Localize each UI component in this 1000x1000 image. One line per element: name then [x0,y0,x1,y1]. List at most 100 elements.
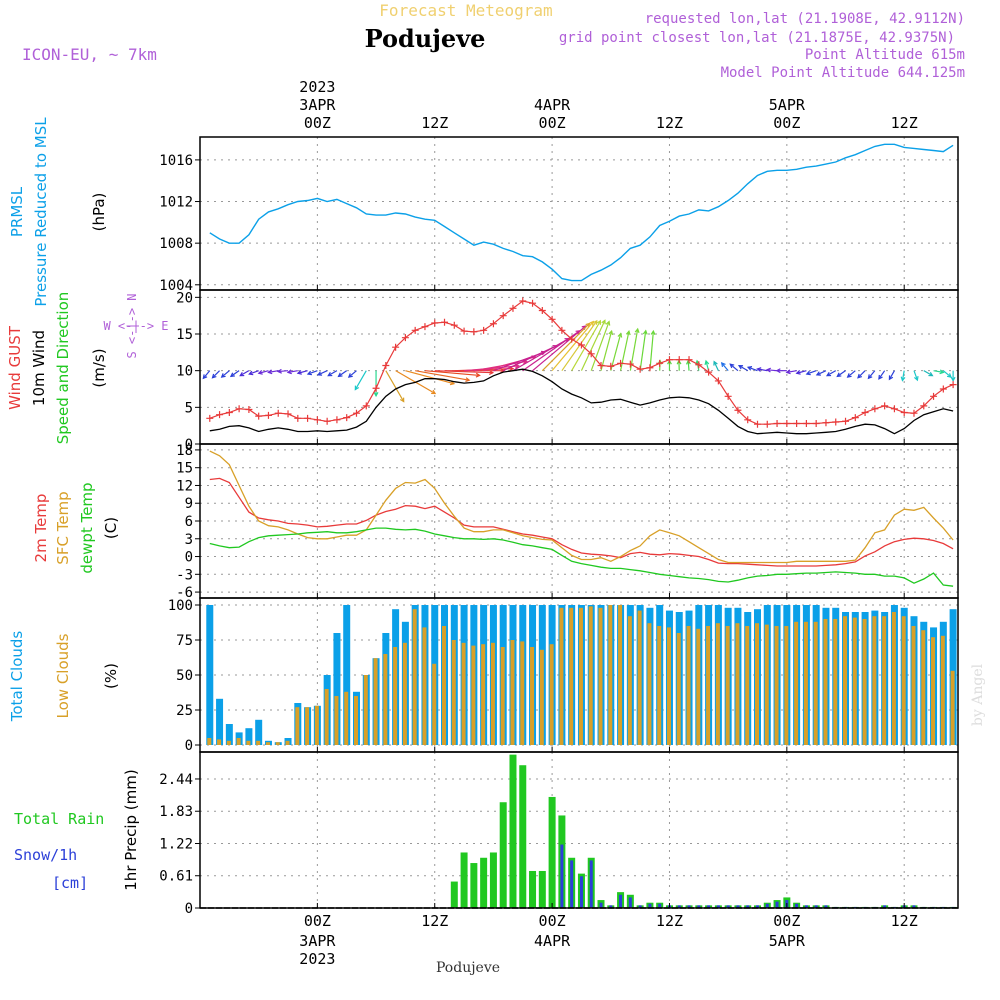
wind-arrow-head [229,372,235,378]
label-low-clouds: Low Clouds [54,633,72,718]
y-tick-label: 0.61 [159,869,193,885]
footer-station: Podujeve [436,960,500,976]
gust-marker [705,368,713,376]
wind-arrow-head [634,327,640,333]
wind-arrow-head [267,369,273,375]
low-cloud-bar [246,740,251,745]
wind-arrow [532,325,587,372]
wind-arrow [729,363,739,372]
total-cloud-bar [206,605,214,745]
snow-bar [619,894,623,908]
gust-marker [920,402,928,410]
wind-arrow [348,370,357,378]
low-cloud-bar [344,691,349,745]
wind-arrow-head [713,360,718,366]
y-tick-label: 100 [168,598,193,614]
snow-bar [883,905,887,908]
wind-arrow [816,370,827,376]
model-point-altitude: Model Point Altitude 644.125m [721,65,965,81]
gust-marker [392,343,400,351]
low-cloud-bar [618,605,623,745]
wind-arrow [933,370,944,373]
snow-bar [589,860,593,908]
low-cloud-bar [764,624,769,745]
wind-arrow [297,370,308,374]
wind-arrow-head [836,372,842,378]
gust-marker [656,359,664,367]
top-tick-label: 12Z [421,114,448,132]
low-cloud-bar [901,616,906,745]
label-snow: Snow/1h [14,846,77,864]
y-tick-label: 6 [185,514,193,530]
bottom-tick-label: 12Z [656,912,683,930]
wind-arrow-head [950,376,956,382]
label-wind-gust: Wind GUST [6,325,24,410]
total-cloud-bar [245,728,253,745]
low-cloud-bar [627,616,632,745]
snow-bar [658,903,662,908]
y-tick-label: 25 [176,703,193,719]
point-altitude: Point Altitude 615m [805,47,965,63]
wind-arrow [923,370,933,377]
temp-line [209,527,954,587]
low-cloud-bar [314,705,319,745]
wind-arrow-head [928,371,934,377]
gust-marker [607,362,615,370]
gust-marker [910,409,918,417]
low-cloud-bar [461,642,466,745]
total-cloud-bar [333,633,341,745]
label-2m-temp: 2m Temp [32,494,50,563]
wind-arrow-head [399,397,405,403]
snow-bar [736,905,740,908]
label-sfc-temp: SFC Temp [54,491,72,564]
wind-arrow [913,370,918,381]
rain-bar [519,765,527,908]
panel-frame [199,751,959,909]
wind-arrow [713,361,719,371]
low-cloud-bar [813,621,818,745]
low-cloud-bar [324,689,329,745]
gust-marker [773,419,781,427]
gust-marker [216,411,224,419]
wind-arrow [901,370,905,381]
low-cloud-bar [500,647,505,745]
low-cloud-bar [422,627,427,745]
gust-marker [714,377,722,385]
snow-bar [716,905,720,908]
wind-arrow-head [276,368,282,374]
snow-bar [707,905,711,908]
wind-arrow [826,370,837,377]
low-cloud-bar [637,610,642,745]
wind-arrow-head [867,374,873,380]
low-cloud-bar [833,619,838,745]
wind-arrow [857,370,866,379]
wind-arrow-head [585,322,591,328]
wind-arrow-head [785,369,791,375]
wind-arrow-head [465,377,471,383]
label-prmsl: PRMSL [8,186,26,237]
wind-arrow [327,370,338,377]
gust-marker [313,416,321,424]
wind-arrow-head [220,373,226,378]
low-cloud-bar [285,740,290,745]
bottom-date-label: 4APR [534,932,571,950]
low-cloud-bar [911,626,916,745]
rain-bar [529,870,537,908]
low-cloud-bar [559,607,564,745]
low-cloud-bar [305,707,310,745]
wind-arrow-head [729,363,735,369]
wind-arrow-head [737,365,744,370]
low-cloud-bar [794,621,799,745]
gust-marker [519,297,527,305]
low-cloud-bar [754,623,759,745]
gust-marker [411,326,419,334]
label-total-clouds: Total Clouds [8,631,26,723]
wind-arrow-head [608,329,614,336]
low-cloud-bar [226,740,231,745]
wind-arrow-head [211,373,217,379]
snow-bar [912,905,916,908]
wind-arrow [385,370,405,402]
wind-arrow-head [756,367,762,372]
gust-marker [851,414,859,422]
